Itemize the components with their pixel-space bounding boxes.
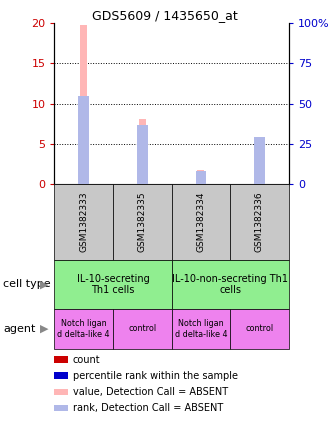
Text: IL-10-non-secreting Th1
cells: IL-10-non-secreting Th1 cells	[172, 274, 288, 295]
Bar	[80, 25, 87, 184]
Bar	[196, 171, 206, 184]
Bar	[197, 170, 204, 184]
Text: rank, Detection Call = ABSENT: rank, Detection Call = ABSENT	[73, 403, 223, 413]
Bar	[137, 125, 148, 184]
Text: count: count	[73, 354, 100, 365]
Text: agent: agent	[3, 324, 36, 334]
Text: value, Detection Call = ABSENT: value, Detection Call = ABSENT	[73, 387, 228, 397]
Text: control: control	[128, 324, 156, 333]
Text: GSM1382333: GSM1382333	[79, 192, 88, 253]
Text: GSM1382336: GSM1382336	[255, 192, 264, 253]
Text: control: control	[246, 324, 274, 333]
Bar	[139, 119, 146, 184]
Bar	[256, 142, 263, 184]
Text: IL-10-secreting
Th1 cells: IL-10-secreting Th1 cells	[77, 274, 149, 295]
Bar	[79, 96, 89, 184]
Text: Notch ligan
d delta-like 4: Notch ligan d delta-like 4	[175, 319, 227, 338]
Text: Notch ligan
d delta-like 4: Notch ligan d delta-like 4	[57, 319, 110, 338]
Text: percentile rank within the sample: percentile rank within the sample	[73, 371, 238, 381]
Text: ▶: ▶	[40, 280, 49, 289]
Text: cell type: cell type	[3, 280, 51, 289]
Bar	[254, 137, 265, 184]
Text: GSM1382334: GSM1382334	[196, 192, 205, 253]
Text: GSM1382335: GSM1382335	[138, 192, 147, 253]
Text: GDS5609 / 1435650_at: GDS5609 / 1435650_at	[92, 9, 238, 22]
Text: ▶: ▶	[40, 324, 49, 334]
